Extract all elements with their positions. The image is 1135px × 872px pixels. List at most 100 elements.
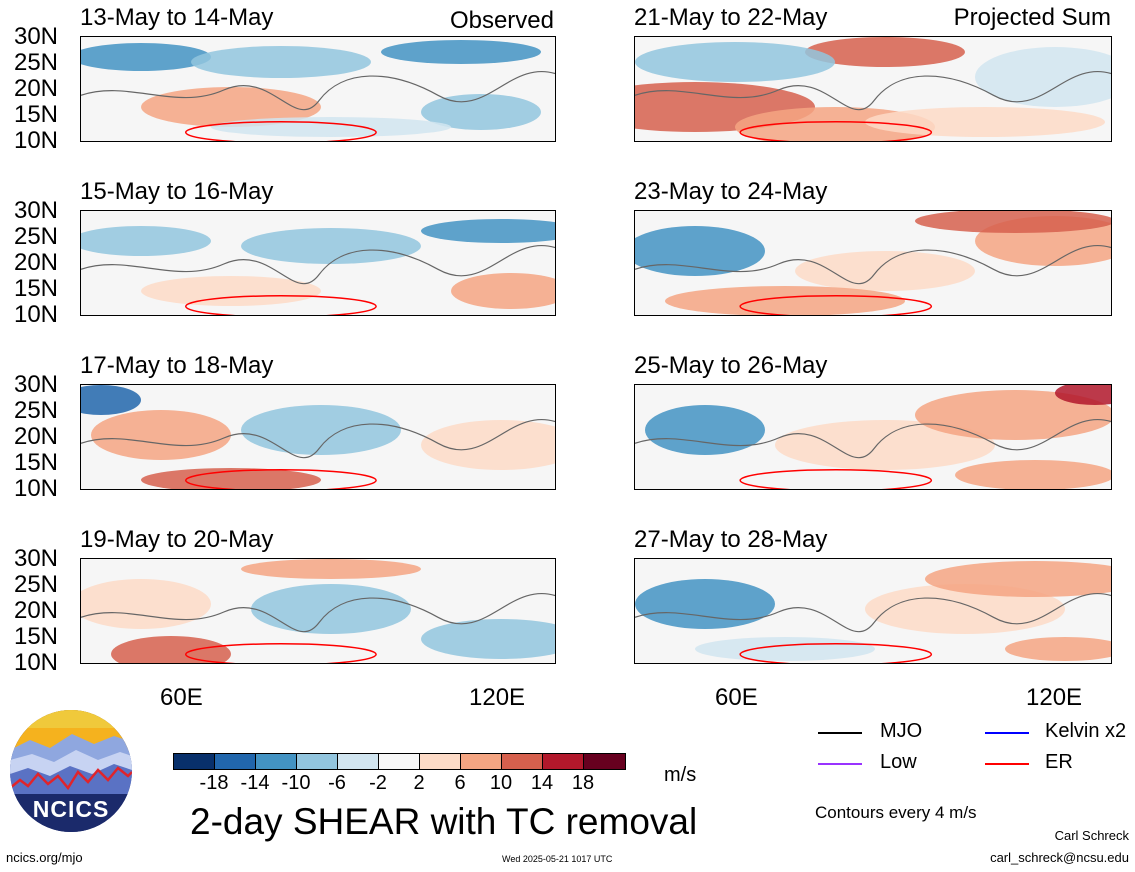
er-contour <box>739 469 933 489</box>
shading-blob <box>865 107 1105 137</box>
shading-blob <box>451 273 555 309</box>
shading-blob <box>111 636 231 663</box>
map-panel-4 <box>634 210 1112 316</box>
site-link[interactable]: ncics.org/mjo <box>6 850 83 865</box>
colorbar-label: -6 <box>328 772 346 794</box>
main-title: 2-day SHEAR with TC removal <box>190 801 698 842</box>
contours-note: Contours every 4 m/s <box>815 803 977 822</box>
colorbar-box <box>173 753 215 770</box>
lat-tick-label: 25N <box>13 571 58 598</box>
shading-blob <box>241 228 421 264</box>
coastline <box>81 71 555 111</box>
map-panel-6 <box>634 384 1112 490</box>
lat-tick-label: 20N <box>13 423 58 450</box>
legend-line-er <box>985 763 1029 765</box>
lat-tick-label: 20N <box>13 75 58 102</box>
lon-tick-label: 60E <box>715 684 758 711</box>
lat-tick-label: 15N <box>13 623 58 650</box>
colorbar-label: 18 <box>571 772 595 794</box>
shading-blob <box>775 420 995 470</box>
panel-5-title: 17-May to 18-May <box>80 352 274 379</box>
colorbar-units: m/s <box>664 764 697 786</box>
shading-blob <box>421 619 555 659</box>
lat-tick-label: 20N <box>13 597 58 624</box>
coastline <box>635 245 1111 285</box>
lat-tick-label: 30N <box>13 371 58 398</box>
map-shading <box>635 211 1111 315</box>
er-contour <box>184 469 377 489</box>
shading-blob <box>635 42 835 82</box>
shading-blob <box>191 46 371 78</box>
legend-label-low: Low <box>880 751 917 773</box>
shading-blob <box>695 637 875 661</box>
shading-blob <box>421 420 555 470</box>
er-contour <box>184 295 377 315</box>
colorbar-box <box>255 753 297 770</box>
shading-blob <box>141 276 321 306</box>
er-contour <box>184 121 377 141</box>
coastline <box>81 245 555 285</box>
colorbar-box <box>337 753 379 770</box>
colorbar-label: 6 <box>454 772 466 794</box>
lat-tick-label: 10N <box>13 475 58 502</box>
colorbar-label: 2 <box>413 772 425 794</box>
shading-blob <box>421 94 541 130</box>
shading-blob <box>421 219 555 243</box>
shading-blob <box>381 40 541 64</box>
colorbar-box <box>419 753 461 770</box>
shading-blob <box>635 226 765 276</box>
lat-tick-label: 10N <box>13 301 58 328</box>
panel-3-title: 15-May to 16-May <box>80 178 274 205</box>
colorbar-box <box>460 753 502 770</box>
colorbar-box <box>214 753 256 770</box>
colorbar-label: -18 <box>199 772 229 794</box>
panel-2-label: Projected Sum <box>953 4 1111 31</box>
shading-blob <box>1005 637 1111 661</box>
colorbar-label: 10 <box>489 772 513 794</box>
panel-7-title: 19-May to 20-May <box>80 526 274 553</box>
lon-tick-label: 60E <box>160 684 203 711</box>
map-panel-2 <box>634 36 1112 142</box>
er-contour <box>739 295 933 315</box>
shading-blob <box>795 251 975 291</box>
lat-tick-label: 15N <box>13 101 58 128</box>
map-shading <box>81 559 555 663</box>
map-shading <box>635 385 1111 489</box>
shading-blob <box>81 385 141 415</box>
colorbar-box <box>296 753 338 770</box>
colorbar-box <box>378 753 420 770</box>
map-shading <box>81 385 555 489</box>
shading-blob <box>81 43 211 71</box>
lat-tick-label: 25N <box>13 49 58 76</box>
legend-line-mjo <box>818 732 862 734</box>
shading-blob <box>241 559 421 579</box>
lat-tick-label: 25N <box>13 223 58 250</box>
legend-line-kelvin <box>985 732 1029 734</box>
shading-blob <box>1055 385 1111 405</box>
lat-tick-label: 30N <box>13 23 58 50</box>
logo-text: NCICS <box>32 796 110 822</box>
ncics-logo: NCICS <box>10 710 132 832</box>
coastline <box>635 419 1111 459</box>
shading-blob <box>925 561 1111 597</box>
colorbar-box <box>583 753 626 770</box>
colorbar-box <box>501 753 543 770</box>
panel-1-label: Observed <box>449 7 554 34</box>
shading-blob <box>805 37 965 67</box>
er-contour <box>184 643 377 663</box>
er-contour <box>739 643 933 663</box>
lat-tick-label: 20N <box>13 249 58 276</box>
shading-blob <box>81 579 211 629</box>
map-panel-1 <box>80 36 556 142</box>
lat-tick-label: 10N <box>13 649 58 676</box>
shading-blob <box>81 226 211 256</box>
shading-blob <box>211 117 451 137</box>
panel-8-title: 27-May to 28-May <box>634 526 828 553</box>
shading-blob <box>635 579 775 629</box>
legend-label-mjo: MJO <box>880 720 923 742</box>
colorbar-label: -14 <box>240 772 270 794</box>
shading-blob <box>915 211 1111 233</box>
author-name: Carl Schreck <box>1054 828 1129 843</box>
coastline <box>635 593 1111 633</box>
map-shading <box>81 40 555 141</box>
